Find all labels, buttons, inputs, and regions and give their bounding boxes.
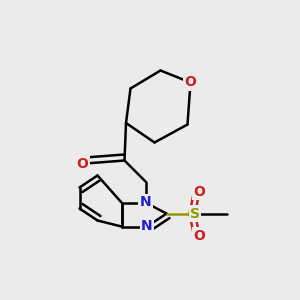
Text: O: O [194, 185, 206, 199]
Text: O: O [184, 76, 196, 89]
Text: N: N [141, 220, 153, 233]
Text: O: O [194, 229, 206, 242]
Text: N: N [140, 196, 151, 209]
Text: S: S [190, 207, 200, 220]
Text: O: O [76, 157, 88, 170]
